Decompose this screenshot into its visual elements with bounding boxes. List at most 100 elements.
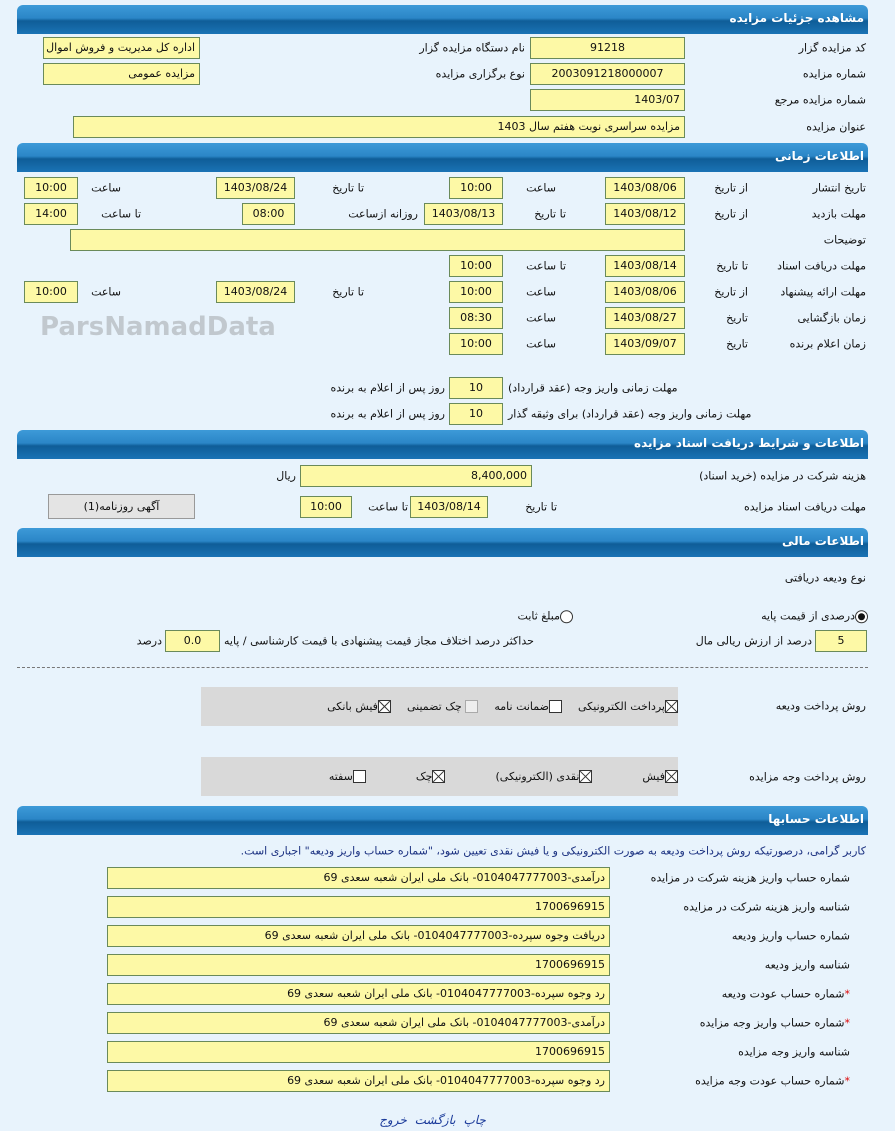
label: مهلت دریافت اسناد: [777, 259, 866, 273]
label: تاریخ: [726, 311, 748, 325]
max-diff-field: 0.0: [165, 630, 220, 652]
label: مبلغ ثابت: [517, 609, 560, 623]
winner-date-field: 1403/09/07: [605, 333, 685, 355]
checkbox-checked-icon[interactable]: [432, 770, 446, 784]
pay1-days-field: 10: [449, 377, 503, 399]
checkbox-checked-icon[interactable]: [665, 770, 678, 784]
label: از تاریخ: [714, 181, 748, 195]
exit-link[interactable]: خروج: [379, 1113, 407, 1127]
accounts-notice: کاربر گرامی، درصورتیکه روش پرداخت ودیعه …: [240, 844, 866, 858]
auction-number-field: 2003091218000007: [530, 63, 685, 85]
footer-links: چاپ بازگشت خروج: [0, 1113, 865, 1127]
label: روش پرداخت وجه مزایده: [749, 770, 866, 784]
label: تاریخ: [726, 337, 748, 351]
label: شماره حساب عودت ودیعه: [721, 987, 845, 1001]
label: شماره حساب واریز وجه مزایده: [699, 1016, 845, 1030]
radio-checked-icon[interactable]: [855, 609, 868, 623]
label: پرداخت الکترونیکی: [578, 699, 665, 713]
label: زمان بازگشایی: [797, 311, 867, 325]
watermark: ParsNamadData: [40, 312, 276, 342]
label: ساعت: [526, 285, 556, 299]
checkbox-icon[interactable]: [549, 700, 562, 714]
radio-fixed[interactable]: مبلغ ثابت: [518, 609, 573, 623]
back-link[interactable]: بازگشت: [414, 1113, 456, 1127]
radio-percent[interactable]: درصدی از قیمت پایه: [761, 609, 868, 623]
print-link[interactable]: چاپ: [463, 1113, 486, 1127]
publish-from-field: 1403/08/06: [605, 177, 685, 199]
label: مهلت دریافت اسناد مزایده: [743, 500, 866, 514]
deposit-method-guarantee[interactable]: ضمانت نامه: [494, 700, 562, 714]
checkbox-checked-icon[interactable]: [579, 770, 593, 784]
opening-time-field: 08:30: [449, 307, 503, 329]
checkbox-checked-icon[interactable]: [377, 700, 391, 714]
newspaper-ad-button[interactable]: آگهی روزنامه(1): [48, 494, 195, 519]
deposit-method-electronic[interactable]: پرداخت الکترونیکی: [578, 700, 678, 714]
deposit-method-bank-slip[interactable]: فیش بانکی: [327, 700, 391, 714]
label: سفته: [328, 769, 353, 783]
label: فیش بانکی: [327, 699, 378, 713]
account-label: شناسه واریز وجه مزایده: [614, 1046, 850, 1059]
label: نام دستگاه مزایده گزار: [419, 41, 525, 55]
payment-method-promissory[interactable]: سفته: [329, 770, 366, 784]
offer-to-field: 1403/08/24: [216, 281, 295, 303]
opening-date-field: 1403/08/27: [605, 307, 685, 329]
section-header-accounts: اطلاعات حسابها: [17, 806, 868, 835]
payment-method-cash[interactable]: نقدی (الکترونیکی): [495, 769, 593, 784]
offer-from-field: 1403/08/06: [605, 281, 685, 303]
label: ساعت: [91, 285, 121, 299]
section-header-time: اطلاعات زمانی: [17, 143, 868, 172]
account-field: دریافت وجوه سپرده-0104047777003- بانک مل…: [107, 925, 610, 947]
label: ضمانت نامه: [494, 699, 549, 713]
auctioneer-code-field: 91218: [530, 37, 685, 59]
label: تا ساعت: [101, 207, 141, 221]
docs-deadline-date-field: 1403/08/14: [410, 496, 488, 518]
checkbox-checked-icon[interactable]: [665, 700, 678, 714]
deposit-method-check[interactable]: چک تضمینی: [406, 699, 479, 714]
label: هزینه شرکت در مزایده (خرید اسناد): [699, 469, 866, 483]
label: درصد از ارزش ریالی مال: [695, 634, 812, 648]
account-label: *شماره حساب واریز وجه مزایده: [614, 1017, 850, 1030]
label: شماره مزایده مرجع: [774, 93, 866, 107]
label: فیش: [642, 769, 665, 783]
checkbox-disabled-icon[interactable]: [465, 700, 479, 714]
required-marker: *: [844, 987, 851, 1001]
section-header-details: مشاهده جزئیات مزایده: [17, 5, 868, 34]
label: روز پس از اعلام به برنده: [330, 407, 445, 421]
label: نقدی (الکترونیکی): [495, 769, 580, 783]
visit-daily-field: 08:00: [242, 203, 295, 225]
checkbox-icon[interactable]: [352, 770, 366, 784]
label: کد مزایده گزار: [798, 41, 866, 55]
payment-method-slip[interactable]: فیش: [642, 770, 678, 784]
label: از تاریخ: [714, 285, 748, 299]
account-label: شناسه واریز ودیعه: [614, 959, 850, 972]
label: نوع ودیعه دریافتی: [784, 571, 866, 585]
radio-unchecked-icon[interactable]: [560, 609, 573, 623]
label: تا تاریخ: [332, 285, 364, 299]
label: ساعت: [526, 337, 556, 351]
description-field: [70, 229, 685, 251]
docs-deadline-time-field: 10:00: [300, 496, 352, 518]
label: مهلت ارائه پیشنهاد: [780, 285, 866, 299]
label: نوع برگزاری مزایده: [435, 67, 525, 81]
publish-to-field: 1403/08/24: [216, 177, 295, 199]
label: چک تضمینی: [406, 699, 462, 713]
divider: [17, 667, 868, 668]
account-field: 1700696915: [107, 1041, 610, 1063]
offer-time-field: 10:00: [449, 281, 503, 303]
section-header-docs: اطلاعات و شرایط دریافت اسناد مزایده: [17, 430, 868, 459]
pay2-days-field: 10: [449, 403, 503, 425]
payment-method-check[interactable]: چک: [416, 770, 446, 784]
publish-time-field: 10:00: [449, 177, 503, 199]
docs-time-field: 10:00: [449, 255, 503, 277]
label: روزانه ازساعت: [348, 207, 418, 221]
label: شناسه واریز وجه مزایده: [738, 1045, 850, 1059]
publish-time2-field: 10:00: [24, 177, 78, 199]
deposit-methods-box: پرداخت الکترونیکی ضمانت نامه چک تضمینی ف…: [201, 687, 678, 726]
label: ساعت: [526, 181, 556, 195]
label: تا ساعت: [368, 500, 408, 514]
label: تا تاریخ: [332, 181, 364, 195]
auctioneer-org-field: اداره کل مدیریت و فروش اموال: [43, 37, 200, 59]
label: شماره حساب واریز ودیعه: [731, 929, 850, 943]
label: شماره حساب واریز هزینه شرکت در مزایده: [650, 871, 850, 885]
payment-methods-box: فیش نقدی (الکترونیکی) چک سفته: [201, 757, 678, 796]
